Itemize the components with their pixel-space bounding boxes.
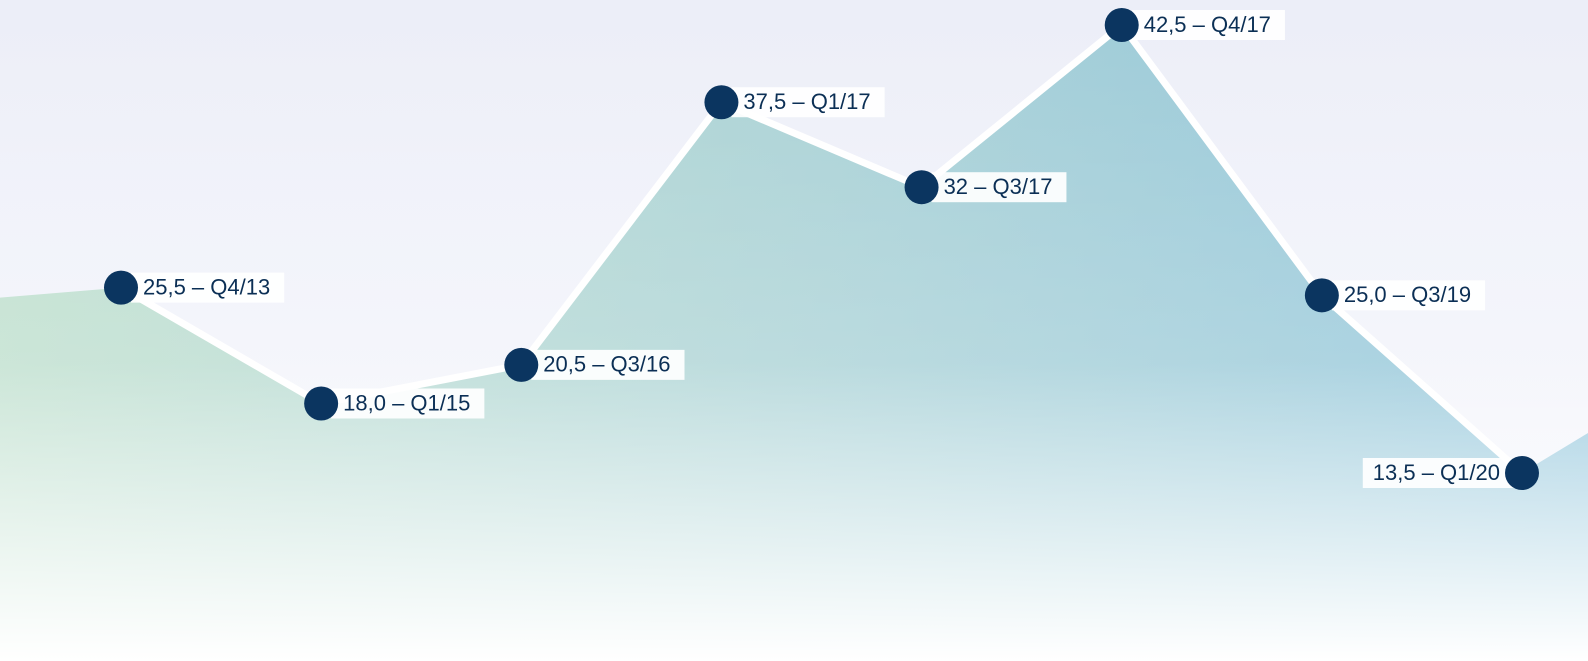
value-label: 25,5 – Q4/13 xyxy=(143,274,270,299)
point xyxy=(304,386,338,420)
point xyxy=(504,348,538,382)
plot: 25,5 – Q4/13 18,0 – Q1/15 20,5 – Q3/16 37,5… xyxy=(0,0,1588,661)
value-label: 25,0 – Q3/19 xyxy=(1344,282,1471,307)
point xyxy=(104,271,138,305)
value-label: 32 – Q3/17 xyxy=(944,174,1053,199)
point xyxy=(1305,278,1339,312)
point xyxy=(1105,8,1139,42)
chart: 25,5 – Q4/13 18,0 – Q1/15 20,5 – Q3/16 37,5… xyxy=(0,0,1588,661)
value-label: 13,5 – Q1/20 xyxy=(1373,460,1500,485)
value-label: 18,0 – Q1/15 xyxy=(343,390,470,415)
point xyxy=(704,85,738,119)
value-label: 42,5 – Q4/17 xyxy=(1144,12,1271,37)
point xyxy=(1505,456,1539,490)
value-label: 37,5 – Q1/17 xyxy=(743,89,870,114)
value-label: 20,5 – Q3/16 xyxy=(543,352,670,377)
point xyxy=(905,170,939,204)
